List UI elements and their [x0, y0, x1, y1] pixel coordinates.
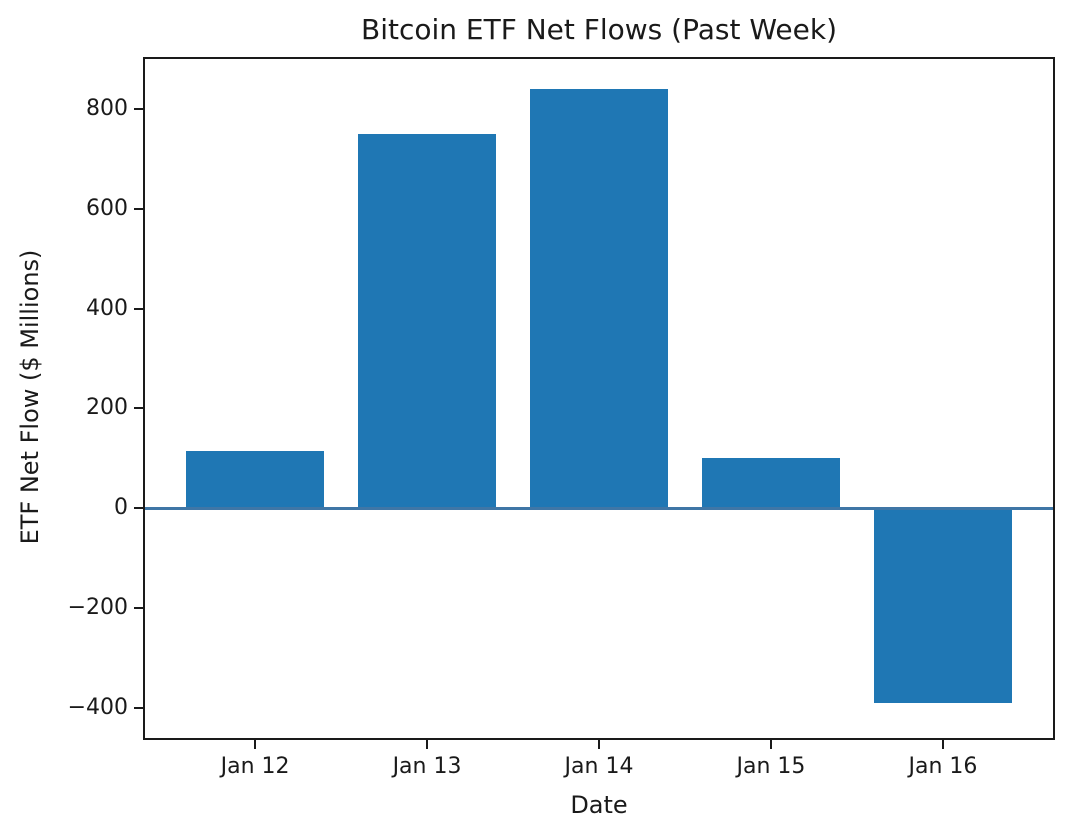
x-axis-label: Date — [570, 791, 628, 819]
y-tick-mark — [134, 207, 143, 210]
y-tick-label: −400 — [67, 695, 128, 721]
chart-title: Bitcoin ETF Net Flows (Past Week) — [361, 13, 837, 46]
y-tick-label: −200 — [67, 595, 128, 621]
y-tick-mark — [134, 607, 143, 610]
x-tick-label: Jan 13 — [392, 754, 462, 779]
x-tick-mark — [598, 740, 600, 749]
zero-line — [145, 506, 1053, 510]
x-tick-label: Jan 16 — [908, 754, 978, 779]
x-tick-label: Jan 12 — [220, 754, 290, 779]
y-tick-mark — [134, 107, 143, 110]
x-tick-mark — [426, 740, 429, 749]
x-tick-mark — [254, 740, 257, 749]
bar-jan-13 — [358, 133, 496, 509]
bar-jan-16 — [874, 508, 1012, 704]
bar-jan-14 — [530, 88, 668, 509]
y-tick-mark — [134, 707, 143, 710]
y-tick-label: 200 — [86, 395, 128, 421]
y-tick-label: 400 — [86, 295, 128, 321]
x-tick-mark — [769, 740, 772, 749]
y-tick-label: 600 — [86, 195, 128, 221]
x-tick-mark — [941, 740, 944, 749]
x-tick-label: Jan 15 — [736, 754, 806, 779]
y-tick-mark — [134, 307, 143, 310]
y-tick-label: 800 — [86, 95, 128, 121]
bar-jan-15 — [702, 458, 840, 509]
y-tick-mark — [134, 507, 143, 510]
plot-area — [143, 57, 1055, 740]
bar-jan-12 — [186, 450, 324, 509]
y-tick-mark — [134, 407, 143, 410]
y-tick-label: 0 — [114, 495, 128, 521]
x-tick-label: Jan 14 — [564, 754, 634, 779]
